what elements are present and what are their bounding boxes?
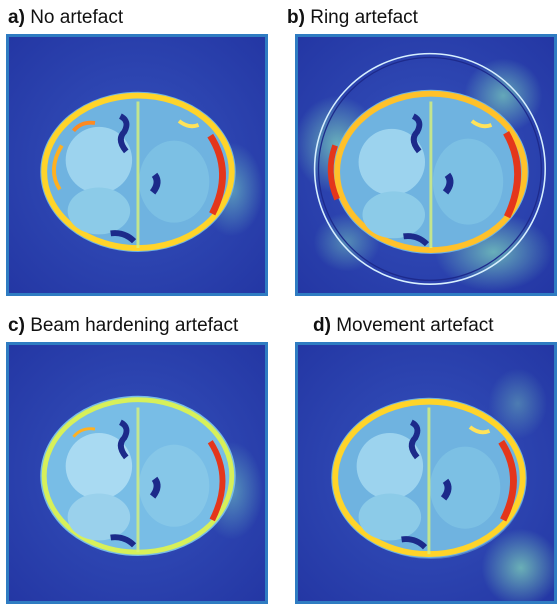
- ct-scan-c: [9, 345, 265, 601]
- ct-scan-b: [298, 37, 554, 293]
- panel-a-label: a) No artefact: [8, 8, 123, 27]
- panel-a-letter: a): [8, 7, 25, 28]
- skull-cross-section: [40, 91, 264, 252]
- panel-c-letter: c): [8, 315, 25, 336]
- skull-cross-section: [40, 395, 264, 557]
- panel-d-image: [295, 342, 557, 604]
- skull-cross-section: [331, 397, 527, 559]
- panel-b-image: [295, 34, 557, 296]
- panel-c-label: c) Beam hardening artefact: [8, 316, 238, 335]
- panel-a-title: No artefact: [30, 7, 124, 28]
- panel-d-title: Movement artefact: [336, 315, 494, 336]
- panel-b-letter: b): [287, 7, 305, 28]
- panel-d-letter: d): [313, 315, 331, 336]
- panel-a-image: [6, 34, 268, 296]
- ct-scan-d: [298, 345, 554, 601]
- panel-d-label: d) Movement artefact: [313, 316, 494, 335]
- panel-b-title: Ring artefact: [310, 7, 418, 28]
- panel-c-title: Beam hardening artefact: [30, 315, 239, 336]
- panel-b-label: b) Ring artefact: [287, 8, 418, 27]
- skull-cross-section: [327, 89, 529, 254]
- panel-c-image: [6, 342, 268, 604]
- ct-scan-a: [9, 37, 265, 293]
